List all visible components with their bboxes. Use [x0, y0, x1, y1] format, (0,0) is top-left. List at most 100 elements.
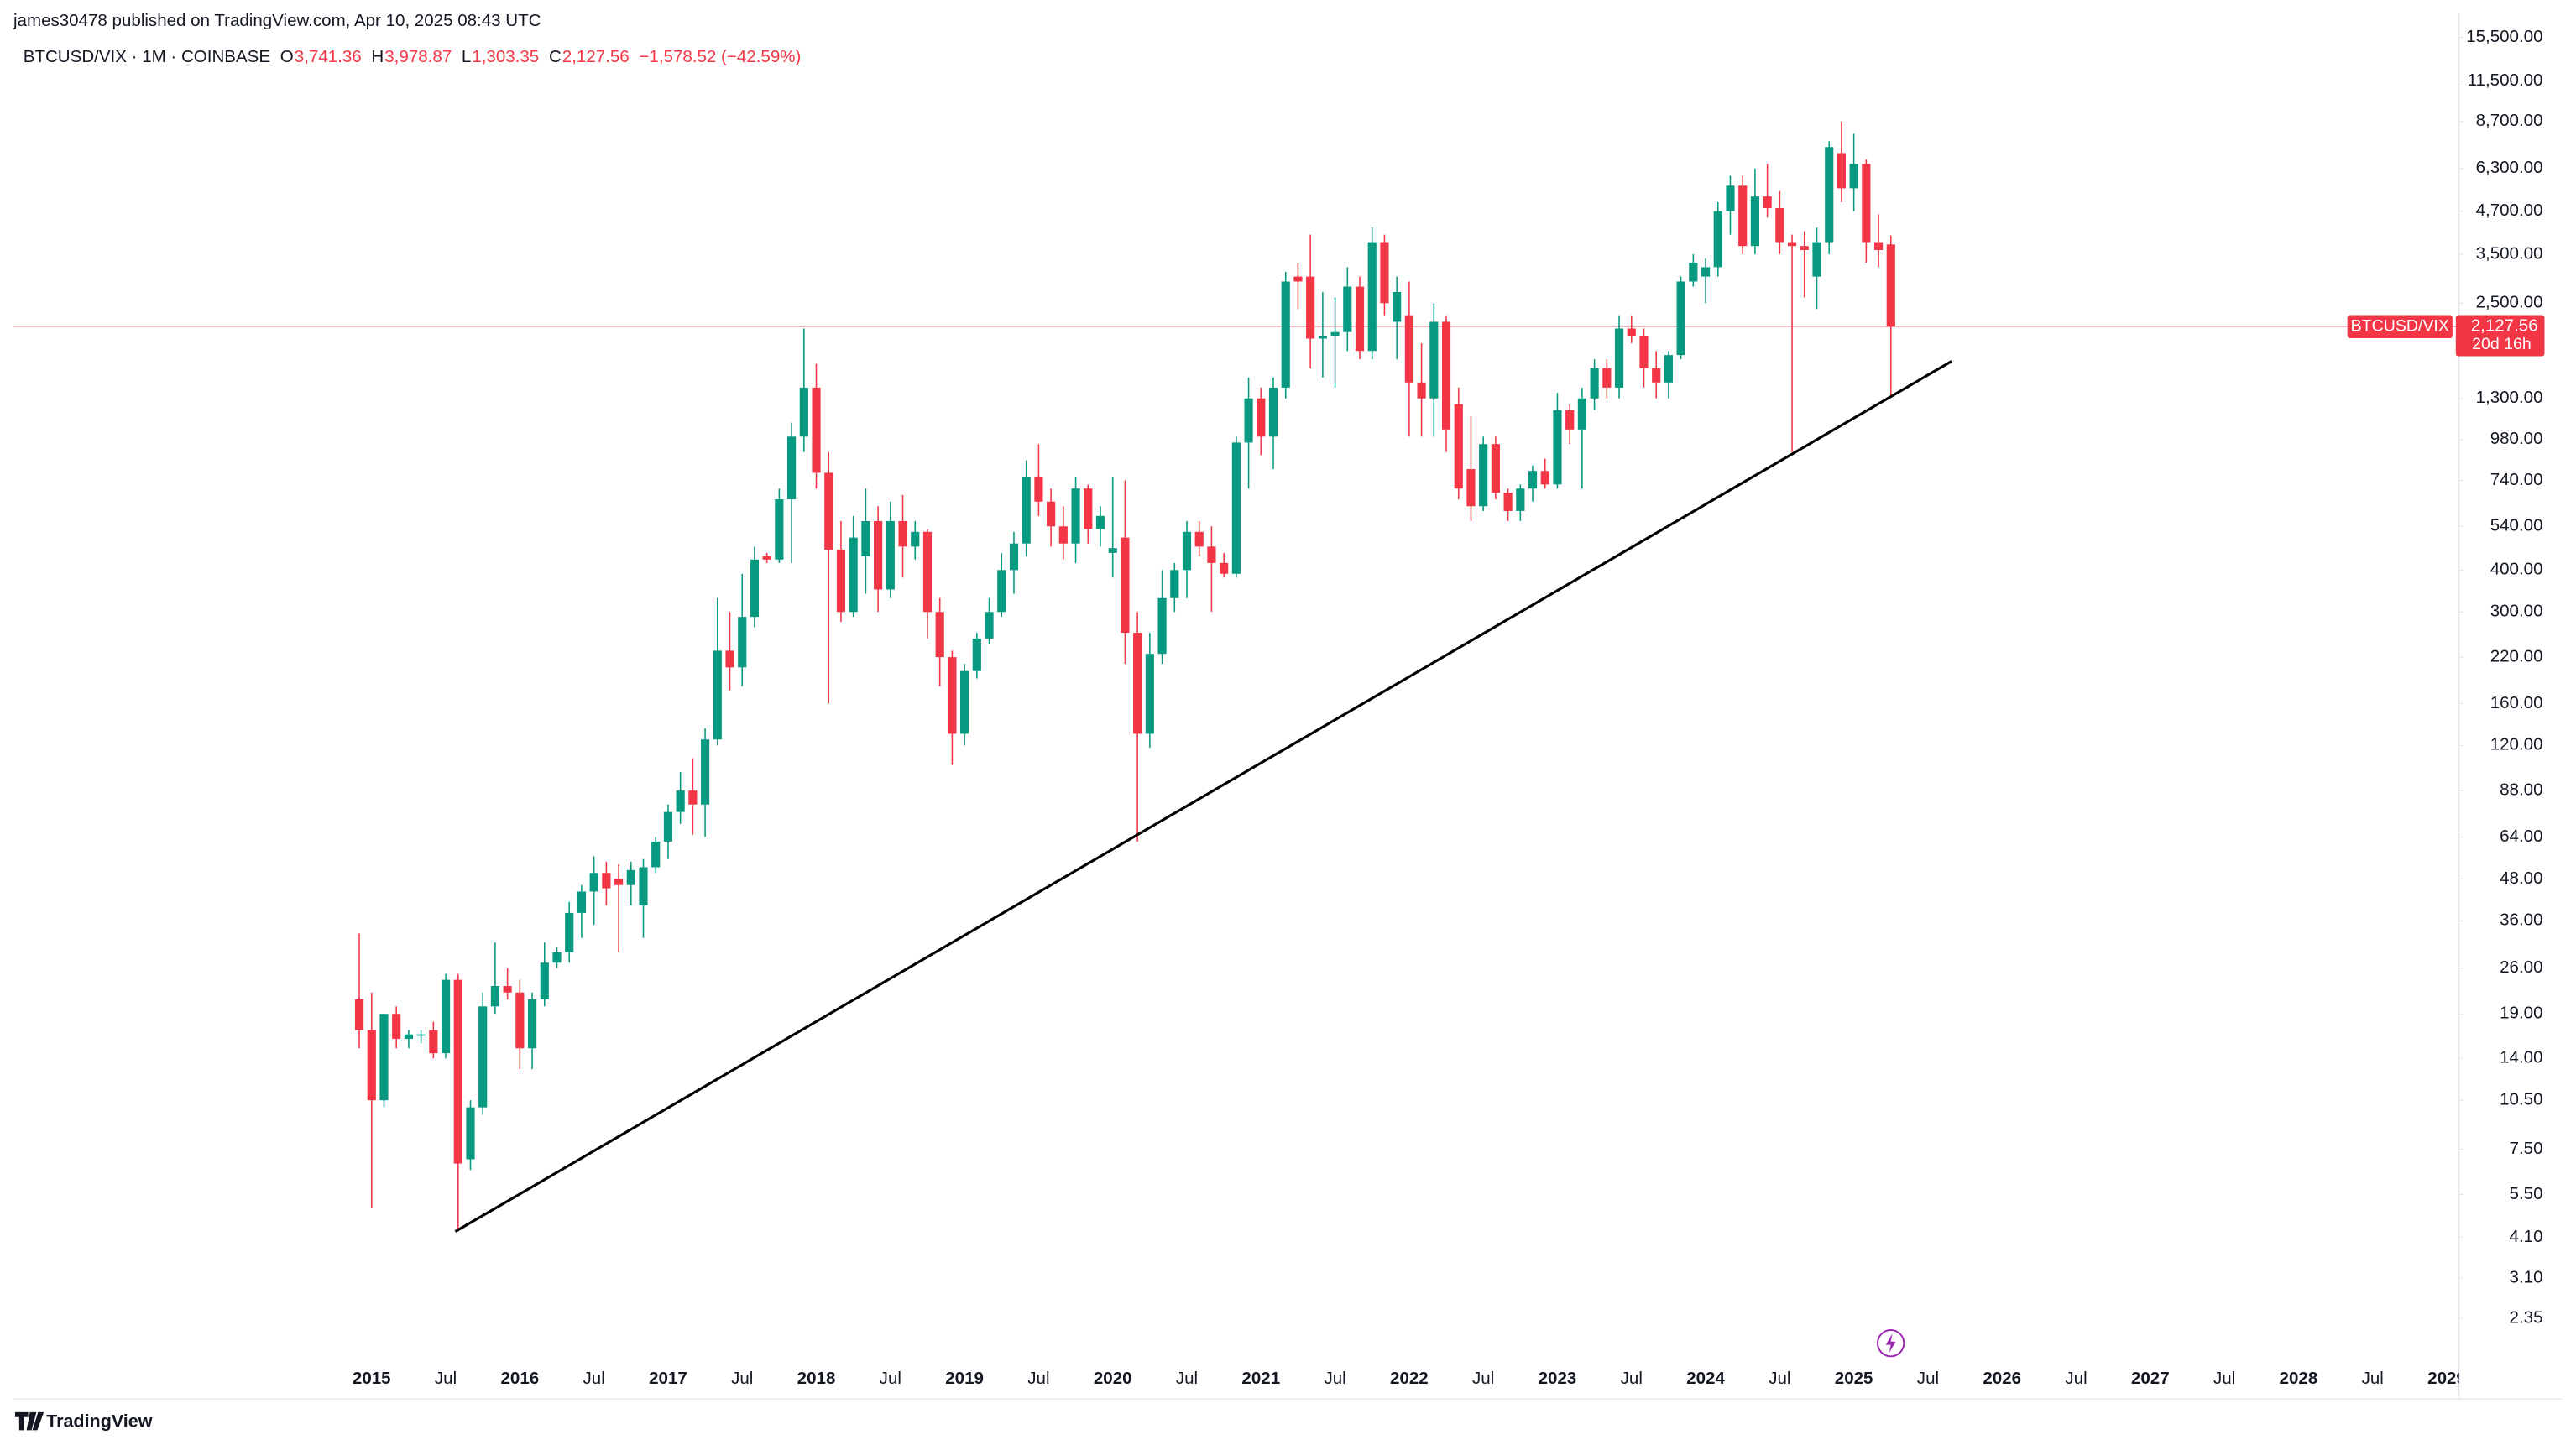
candle-body: [725, 650, 734, 668]
candle-body: [1293, 276, 1303, 282]
y-tick-label: 36.00: [2500, 910, 2542, 930]
candle-body: [1121, 537, 1130, 634]
candle-body: [948, 657, 957, 734]
candle-body: [886, 520, 895, 590]
candle-body: [589, 873, 598, 892]
candle-body: [1095, 515, 1105, 529]
candle-body: [1207, 546, 1216, 563]
candle-body: [466, 1107, 475, 1160]
candle-body: [1343, 286, 1352, 332]
candle-body: [1466, 469, 1476, 507]
candle-body: [527, 999, 537, 1049]
candle-body: [1614, 328, 1624, 388]
candle-body: [1602, 368, 1612, 388]
candle-body: [367, 1030, 376, 1101]
ohlc-key: H: [371, 47, 384, 66]
candle-body: [1873, 242, 1884, 250]
x-tick-label: Jul: [1769, 1369, 1790, 1388]
y-tick-label: 4,700.00: [2476, 201, 2543, 220]
event-icon-bolt: [1885, 1333, 1896, 1354]
candle-body: [824, 472, 833, 550]
candle-body: [354, 999, 364, 1030]
x-tick-label: 2015: [353, 1369, 391, 1388]
x-tick-label: Jul: [1324, 1369, 1345, 1388]
candle-body: [1009, 543, 1019, 571]
candle-body: [503, 986, 512, 993]
ohlc-key: C: [549, 47, 562, 66]
x-tick-label: 2029: [2427, 1369, 2466, 1388]
y-tick-label: 400.00: [2490, 560, 2543, 579]
candle-body: [1775, 208, 1784, 243]
candle-body: [1170, 570, 1179, 598]
candle-body: [1034, 476, 1043, 502]
x-tick-label: Jul: [583, 1369, 605, 1388]
candle-body: [626, 869, 635, 885]
x-tick-label: Jul: [2362, 1369, 2384, 1388]
candle-body: [713, 650, 722, 740]
brand: TradingView: [46, 1411, 153, 1431]
y-tick-label: 88.00: [2500, 780, 2542, 800]
candle-body: [1726, 185, 1735, 211]
x-tick-label: 2025: [1835, 1369, 1873, 1388]
candle-body: [1491, 444, 1500, 493]
candle-body: [663, 811, 673, 842]
candle-body: [1281, 281, 1290, 388]
x-tick-label: 2027: [2131, 1369, 2170, 1388]
candle-body: [1540, 471, 1549, 485]
x-tick-label: 2019: [945, 1369, 984, 1388]
candle-body: [911, 531, 920, 547]
candle-body: [1194, 531, 1204, 547]
ohlc-value: 3,978.87: [384, 47, 452, 66]
candle-body: [1812, 242, 1821, 277]
y-tick-label: 3.10: [2510, 1267, 2543, 1286]
candle-body: [1553, 410, 1562, 485]
candle-body: [577, 891, 587, 913]
y-tick-label: 740.00: [2490, 470, 2543, 489]
candle-body: [700, 739, 710, 805]
candle-body: [651, 841, 661, 868]
candle-body: [1787, 242, 1797, 247]
ohlc-value: 1,303.35: [472, 47, 539, 66]
candle-body: [1849, 164, 1858, 189]
y-tick-label: 11,500.00: [2468, 70, 2543, 90]
candle-body: [1664, 355, 1673, 383]
x-tick-label: 2022: [1390, 1369, 1429, 1388]
candle-body: [750, 559, 760, 618]
candle-body: [1750, 196, 1760, 247]
y-tick-label: 2.35: [2510, 1307, 2543, 1327]
candle-body: [614, 879, 624, 885]
candle-body: [1577, 398, 1586, 430]
y-tick-label: 14.00: [2500, 1048, 2542, 1067]
candle-body: [1268, 387, 1278, 437]
candle-body: [1257, 398, 1266, 437]
time-axis: 2015 Jul 2016 Jul 2017 Jul 2018 Jul 2019 Jul 2020 J…: [353, 1369, 2466, 1388]
candle-body: [1825, 147, 1834, 243]
price-tag-value-box: [2455, 315, 2545, 357]
candle-body: [787, 436, 797, 500]
candle-body: [429, 1030, 438, 1054]
plot-area: [13, 121, 2459, 1231]
candle-body: [1652, 368, 1661, 383]
candle-body: [404, 1034, 413, 1040]
candle-body: [1367, 242, 1377, 352]
x-tick-label: Jul: [1176, 1369, 1198, 1388]
candle-body: [1330, 331, 1340, 336]
y-tick-label: 120.00: [2490, 735, 2543, 754]
candle-body: [762, 556, 771, 560]
y-tick-label: 160.00: [2490, 693, 2543, 712]
y-tick-label: 540.00: [2490, 516, 2543, 535]
y-tick-label: 300.00: [2490, 602, 2543, 621]
brand-logo: [14, 1411, 44, 1431]
y-tick-label: 5.50: [2510, 1184, 2543, 1203]
x-tick-label: Jul: [880, 1369, 901, 1388]
candle-body: [922, 531, 933, 613]
candle-body: [1738, 185, 1748, 247]
y-tick-label: 2,500.00: [2476, 293, 2543, 312]
x-tick-label: Jul: [435, 1369, 457, 1388]
price-tag-symbol: BTCUSD/VIX: [2351, 316, 2449, 335]
trend-line: [454, 360, 1952, 1233]
